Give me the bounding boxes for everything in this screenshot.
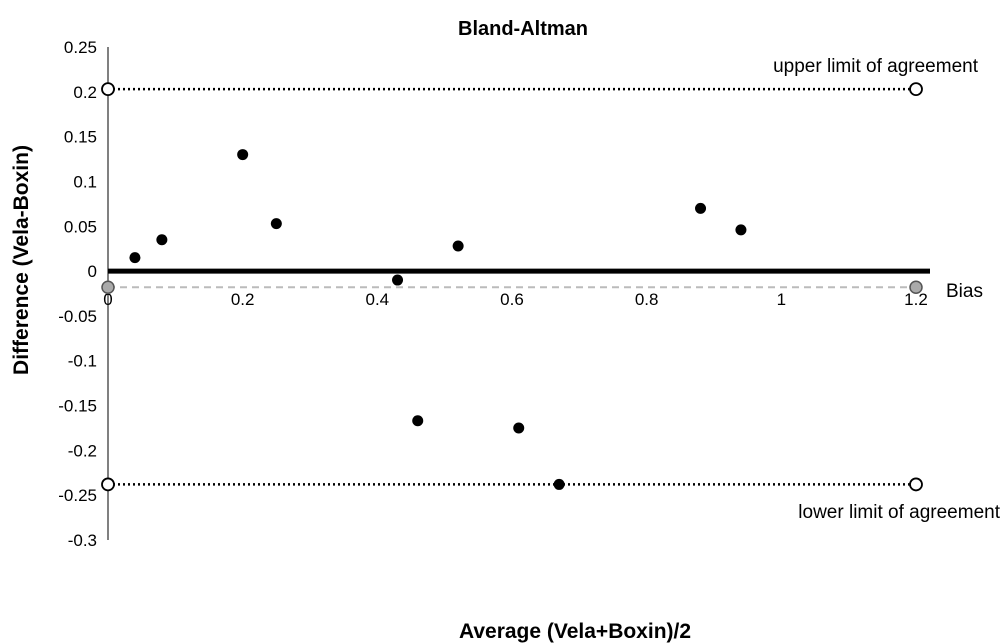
y-tick-label: -0.2 [68, 441, 97, 460]
y-tick-label: 0.25 [64, 38, 97, 57]
y-tick-label: 0.05 [64, 217, 97, 236]
upper-limit-marker [101, 82, 115, 97]
data-point [156, 234, 168, 246]
y-axis-label: Difference (Vela-Boxin) [10, 145, 33, 375]
lower-limit-marker [101, 477, 115, 492]
y-tick-label: 0.1 [73, 172, 97, 191]
y-tick-label: -0.05 [58, 307, 97, 326]
data-point [237, 149, 249, 161]
data-point [452, 240, 464, 252]
data-points [129, 149, 747, 490]
data-point [392, 274, 404, 286]
data-point [695, 202, 707, 214]
x-axis-label: Average (Vela+Boxin)/2 [459, 620, 691, 643]
data-point [270, 218, 282, 230]
lower-limit-label: lower limit of agreement [798, 502, 1000, 523]
bias-marker [909, 280, 923, 294]
x-tick-label: 0.2 [231, 290, 255, 309]
x-tick-label: 1 [777, 290, 786, 309]
x-tick-label: 1.2 [904, 290, 928, 309]
upper-limit-marker [909, 82, 923, 97]
data-point [553, 478, 565, 490]
data-point [513, 422, 525, 434]
x-tick-label: 0.8 [635, 290, 659, 309]
y-tick-label: -0.1 [68, 352, 97, 371]
data-point [412, 415, 424, 427]
data-point [129, 252, 141, 264]
x-tick-label: 0.4 [366, 290, 390, 309]
y-tick-label: -0.3 [68, 531, 97, 550]
y-tick-label: -0.15 [58, 397, 97, 416]
bias-label: Bias [946, 281, 983, 302]
upper-limit-label: upper limit of agreement [773, 56, 979, 77]
x-tick-label: 0.6 [500, 290, 524, 309]
y-tick-label: 0.15 [64, 128, 97, 147]
y-tick-label: -0.25 [58, 486, 97, 505]
bias-marker [101, 280, 115, 294]
lower-limit-marker [909, 477, 923, 492]
y-tick-label: 0.2 [73, 83, 97, 102]
x-tick-label: 0 [103, 290, 112, 309]
data-point [735, 224, 747, 236]
y-tick-label: 0 [88, 262, 97, 281]
reference-lines [101, 82, 930, 492]
axes: 0.25 0.2 0.15 0.1 0.05 0 -0.05 -0.1 -0.15 -0.2 -0.… [58, 38, 928, 550]
chart-title: Bland-Altman [458, 18, 588, 40]
